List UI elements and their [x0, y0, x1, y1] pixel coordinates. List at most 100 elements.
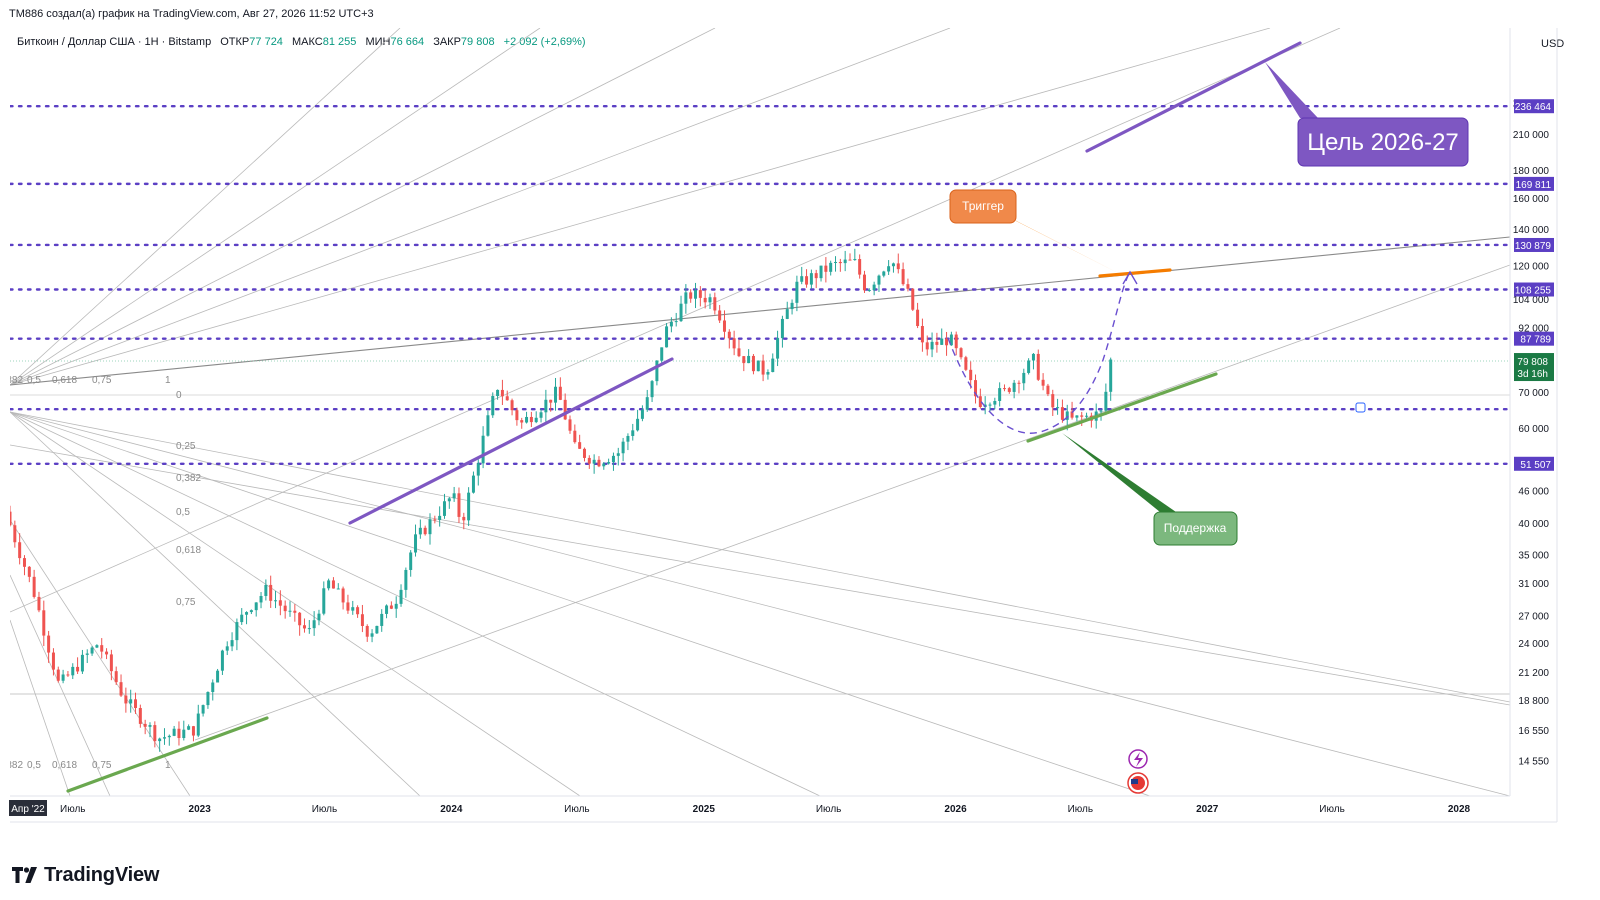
time-tick-label: Апр '22 — [11, 804, 45, 815]
price-level-tag-label: 169 811 — [1516, 180, 1552, 191]
candle-body — [225, 646, 229, 651]
candle-body — [385, 605, 389, 614]
high-value: 81 255 — [322, 36, 357, 48]
candle-body — [100, 645, 104, 652]
candle-body — [829, 262, 833, 272]
candle-body — [394, 603, 398, 609]
candle-body — [109, 654, 113, 672]
trigger-callout-pointer — [995, 210, 1120, 274]
candle-body — [582, 448, 586, 458]
candle-body — [732, 338, 736, 349]
candle-body — [317, 613, 321, 621]
price-tick-label: 140 000 — [1513, 225, 1550, 236]
candle-body — [906, 284, 910, 289]
high-label: МАКС — [292, 36, 323, 48]
low-label: МИН — [365, 36, 391, 48]
candle-body — [867, 290, 871, 292]
price-tick-label: 31 000 — [1518, 579, 1549, 590]
fan-line — [10, 28, 716, 386]
candle-body — [235, 622, 239, 641]
trigger-callout-label: Триггер — [962, 199, 1004, 213]
candle-body — [896, 263, 900, 270]
candle-body — [302, 625, 306, 629]
trigger-line — [1098, 268, 1172, 278]
candle-body — [882, 271, 886, 276]
candle-body — [500, 389, 504, 397]
candle-body — [751, 355, 755, 372]
candle-body — [819, 265, 823, 279]
fan-line — [10, 411, 421, 796]
candle-body — [525, 416, 529, 423]
candle-body — [249, 610, 253, 613]
candle-body — [216, 670, 220, 683]
candle-body — [930, 341, 934, 350]
candle-body — [708, 297, 712, 303]
candle-body — [322, 588, 326, 614]
candle-body — [573, 430, 577, 443]
candle-body — [713, 297, 717, 311]
candle-body — [1012, 382, 1016, 392]
fan-line — [10, 411, 1510, 703]
candle-body — [945, 338, 949, 346]
candle-body — [809, 273, 813, 285]
currency-label[interactable]: USD — [1541, 38, 1565, 50]
candle-body — [293, 610, 297, 613]
price-tick-label: 210 000 — [1513, 130, 1550, 141]
candle-body — [959, 348, 963, 358]
symbol-name[interactable]: Биткоин / Доллар США · 1Н · Bitstamp — [17, 36, 212, 48]
candle-body — [925, 342, 929, 350]
candle-body — [785, 309, 789, 319]
candle-body — [534, 417, 538, 423]
support-callout-label: Поддержка — [1164, 521, 1227, 535]
candle-body — [993, 401, 997, 405]
price-tick-label: 18 800 — [1518, 696, 1549, 707]
candle-body — [920, 326, 924, 343]
us-flag-canton — [1131, 779, 1138, 784]
candle-body — [124, 695, 128, 704]
candle-body — [988, 404, 992, 406]
price-tick-label: 40 000 — [1518, 519, 1549, 530]
candle-body — [722, 320, 726, 332]
candle-body — [756, 360, 760, 372]
fib-label: 0,25 — [176, 441, 196, 452]
candle-body — [404, 569, 408, 590]
candle-body — [182, 729, 186, 739]
candle-body — [476, 463, 480, 476]
fib-label: 0,618 — [52, 760, 77, 771]
price-tick-label: 160 000 — [1513, 194, 1550, 205]
candle-body — [191, 726, 195, 736]
candle-body — [679, 303, 683, 322]
candle-body — [1017, 382, 1021, 384]
fib-label: 0,5 — [27, 760, 41, 771]
candle-body — [1022, 372, 1026, 384]
candle-body — [544, 399, 548, 413]
time-tick-label: Июль — [1068, 804, 1094, 815]
candle-body — [563, 399, 567, 420]
candle-body — [935, 341, 939, 345]
candle-body — [47, 635, 51, 653]
candle-body — [862, 274, 866, 291]
price-levels-layer — [10, 104, 1510, 465]
candle-body — [418, 527, 422, 535]
candle-body — [689, 292, 693, 299]
candle-body — [1065, 411, 1069, 420]
candle-body — [433, 519, 437, 521]
candle-body — [85, 653, 89, 655]
candle-body — [172, 728, 176, 736]
candle-body — [510, 400, 514, 411]
candle-body — [1060, 407, 1064, 420]
candle-body — [727, 331, 731, 339]
candle-body — [858, 259, 862, 275]
candle-body — [428, 519, 432, 535]
fib-label: 0,618 — [52, 375, 77, 386]
candle-body — [206, 692, 210, 706]
tradingview-logo[interactable]: TradingView — [12, 864, 159, 886]
candle-body — [462, 516, 466, 521]
candle-body — [18, 542, 22, 559]
candle-body — [790, 302, 794, 310]
candle-body — [998, 388, 1002, 402]
candle-body — [365, 625, 369, 637]
candle-body — [597, 459, 601, 467]
candle-body — [891, 263, 895, 267]
